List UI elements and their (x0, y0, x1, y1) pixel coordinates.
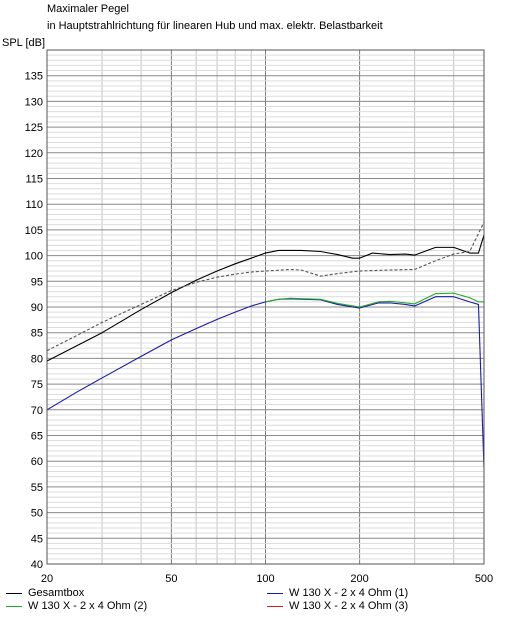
legend-label: Gesamtbox (28, 587, 85, 599)
y-tick-label: 120 (25, 148, 43, 160)
legend-swatch (6, 606, 22, 607)
legend-label: W 130 X - 2 x 4 Ohm (2) (28, 600, 148, 612)
y-tick-label: 110 (25, 199, 43, 211)
y-tick-label: 100 (25, 251, 43, 263)
x-tick-label: 100 (256, 573, 274, 585)
plot-frame (46, 49, 485, 565)
y-tick-label: 75 (31, 379, 43, 391)
y-tick-label: 45 (31, 533, 43, 545)
legend-swatch (6, 593, 22, 594)
y-tick-label: 125 (25, 122, 43, 134)
y-tick-label: 105 (25, 225, 43, 237)
y-tick-label: 65 (31, 431, 43, 443)
legend-swatch (267, 593, 283, 594)
x-tick-label: 200 (350, 573, 368, 585)
legend-swatch (267, 606, 283, 607)
y-axis-label: SPL [dB] (2, 37, 46, 49)
chart-title: Maximaler Pegel (47, 3, 129, 15)
y-tick-label: 70 (31, 405, 43, 417)
y-tick-label: 85 (31, 328, 43, 340)
chart-subtitle: in Hauptstrahlrichtung für linearen Hub … (47, 20, 383, 32)
y-tick-label: 95 (31, 276, 43, 288)
series-line-0 (46, 234, 485, 362)
y-tick-label: 135 (25, 71, 43, 83)
y-tick-label: 60 (31, 456, 43, 468)
y-tick-label: 115 (25, 174, 43, 186)
x-tick-label: 500 (475, 573, 493, 585)
y-tick-label: 80 (31, 353, 43, 365)
legend-label: W 130 X - 2 x 4 Ohm (3) (289, 600, 409, 612)
y-tick-label: 55 (31, 482, 43, 494)
y-tick-label: 40 (31, 559, 43, 571)
x-tick-label: 50 (165, 573, 177, 585)
y-tick-label: 90 (31, 302, 43, 314)
legend-label: W 130 X - 2 x 4 Ohm (1) (289, 587, 409, 599)
y-tick-label: 50 (31, 508, 43, 520)
series-line-1 (46, 221, 485, 352)
y-tick-label: 130 (25, 96, 43, 108)
x-tick-label: 20 (41, 573, 53, 585)
series-line-3 (265, 292, 484, 308)
